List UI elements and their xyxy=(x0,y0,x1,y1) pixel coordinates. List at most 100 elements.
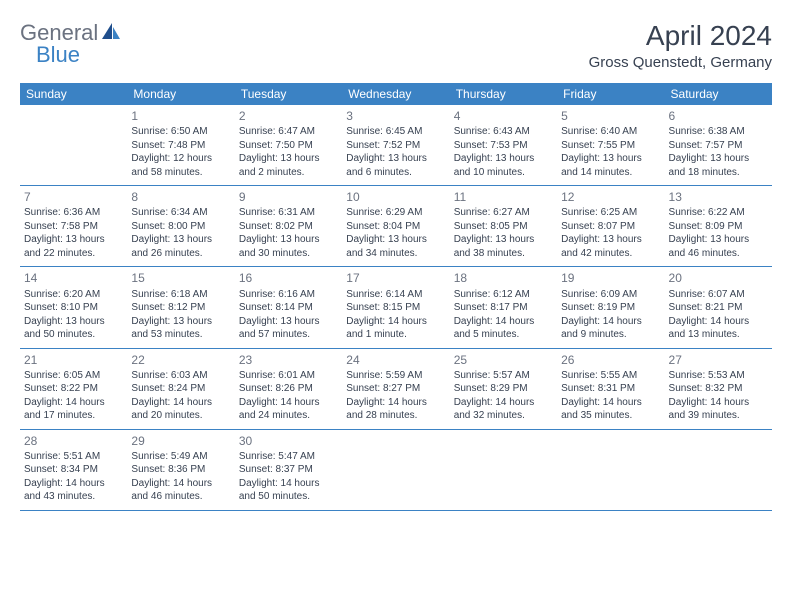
daylight-text: and 20 minutes. xyxy=(131,409,230,423)
weekday-header: Sunday xyxy=(20,83,127,105)
sunset-text: Sunset: 7:58 PM xyxy=(24,220,123,234)
day-cell: 24Sunrise: 5:59 AMSunset: 8:27 PMDayligh… xyxy=(342,348,449,429)
day-cell: 28Sunrise: 5:51 AMSunset: 8:34 PMDayligh… xyxy=(20,429,127,510)
weekday-header: Wednesday xyxy=(342,83,449,105)
day-number: 2 xyxy=(239,108,338,124)
sunset-text: Sunset: 8:09 PM xyxy=(669,220,768,234)
weekday-header: Tuesday xyxy=(235,83,342,105)
daylight-text: Daylight: 12 hours xyxy=(131,152,230,166)
calendar-body: 1Sunrise: 6:50 AMSunset: 7:48 PMDaylight… xyxy=(20,105,772,510)
day-number: 3 xyxy=(346,108,445,124)
weekday-header: Friday xyxy=(557,83,664,105)
daylight-text: Daylight: 13 hours xyxy=(239,152,338,166)
day-cell: 20Sunrise: 6:07 AMSunset: 8:21 PMDayligh… xyxy=(665,267,772,348)
calendar-table: Sunday Monday Tuesday Wednesday Thursday… xyxy=(20,83,772,511)
daylight-text: Daylight: 14 hours xyxy=(131,477,230,491)
daylight-text: Daylight: 13 hours xyxy=(131,233,230,247)
day-number: 19 xyxy=(561,270,660,286)
day-cell: 6Sunrise: 6:38 AMSunset: 7:57 PMDaylight… xyxy=(665,105,772,186)
day-cell: 21Sunrise: 6:05 AMSunset: 8:22 PMDayligh… xyxy=(20,348,127,429)
daylight-text: Daylight: 14 hours xyxy=(24,396,123,410)
sunrise-text: Sunrise: 6:05 AM xyxy=(24,369,123,383)
daylight-text: Daylight: 13 hours xyxy=(24,233,123,247)
daylight-text: and 28 minutes. xyxy=(346,409,445,423)
day-number: 23 xyxy=(239,352,338,368)
sunrise-text: Sunrise: 6:20 AM xyxy=(24,288,123,302)
sunrise-text: Sunrise: 5:53 AM xyxy=(669,369,768,383)
week-row: 1Sunrise: 6:50 AMSunset: 7:48 PMDaylight… xyxy=(20,105,772,186)
sunset-text: Sunset: 8:24 PM xyxy=(131,382,230,396)
sunset-text: Sunset: 8:34 PM xyxy=(24,463,123,477)
sunset-text: Sunset: 8:02 PM xyxy=(239,220,338,234)
sunset-text: Sunset: 7:53 PM xyxy=(454,139,553,153)
sunrise-text: Sunrise: 5:51 AM xyxy=(24,450,123,464)
daylight-text: Daylight: 13 hours xyxy=(239,233,338,247)
day-cell: 4Sunrise: 6:43 AMSunset: 7:53 PMDaylight… xyxy=(450,105,557,186)
daylight-text: Daylight: 13 hours xyxy=(561,152,660,166)
day-number: 17 xyxy=(346,270,445,286)
day-cell: 26Sunrise: 5:55 AMSunset: 8:31 PMDayligh… xyxy=(557,348,664,429)
sunrise-text: Sunrise: 6:09 AM xyxy=(561,288,660,302)
sunrise-text: Sunrise: 5:49 AM xyxy=(131,450,230,464)
sunrise-text: Sunrise: 6:16 AM xyxy=(239,288,338,302)
day-cell xyxy=(342,429,449,510)
logo-text-blue: Blue xyxy=(36,42,80,67)
sunset-text: Sunset: 7:52 PM xyxy=(346,139,445,153)
day-number: 4 xyxy=(454,108,553,124)
day-number: 8 xyxy=(131,189,230,205)
daylight-text: and 14 minutes. xyxy=(561,166,660,180)
daylight-text: Daylight: 13 hours xyxy=(131,315,230,329)
sunset-text: Sunset: 8:10 PM xyxy=(24,301,123,315)
daylight-text: Daylight: 14 hours xyxy=(454,315,553,329)
day-cell: 5Sunrise: 6:40 AMSunset: 7:55 PMDaylight… xyxy=(557,105,664,186)
day-number: 16 xyxy=(239,270,338,286)
day-number: 7 xyxy=(24,189,123,205)
location: Gross Quenstedt, Germany xyxy=(589,54,772,71)
daylight-text: and 57 minutes. xyxy=(239,328,338,342)
day-cell: 1Sunrise: 6:50 AMSunset: 7:48 PMDaylight… xyxy=(127,105,234,186)
daylight-text: and 9 minutes. xyxy=(561,328,660,342)
daylight-text: Daylight: 14 hours xyxy=(454,396,553,410)
daylight-text: Daylight: 13 hours xyxy=(346,233,445,247)
day-cell: 30Sunrise: 5:47 AMSunset: 8:37 PMDayligh… xyxy=(235,429,342,510)
day-number: 24 xyxy=(346,352,445,368)
sunrise-text: Sunrise: 6:38 AM xyxy=(669,125,768,139)
sunset-text: Sunset: 8:14 PM xyxy=(239,301,338,315)
day-cell: 27Sunrise: 5:53 AMSunset: 8:32 PMDayligh… xyxy=(665,348,772,429)
calendar-page: General April 2024 Gross Quenstedt, Germ… xyxy=(0,0,792,521)
daylight-text: Daylight: 13 hours xyxy=(24,315,123,329)
sunrise-text: Sunrise: 6:01 AM xyxy=(239,369,338,383)
day-cell: 18Sunrise: 6:12 AMSunset: 8:17 PMDayligh… xyxy=(450,267,557,348)
daylight-text: and 58 minutes. xyxy=(131,166,230,180)
sunset-text: Sunset: 8:19 PM xyxy=(561,301,660,315)
daylight-text: Daylight: 14 hours xyxy=(346,315,445,329)
sunrise-text: Sunrise: 5:55 AM xyxy=(561,369,660,383)
daylight-text: and 38 minutes. xyxy=(454,247,553,261)
day-cell: 17Sunrise: 6:14 AMSunset: 8:15 PMDayligh… xyxy=(342,267,449,348)
daylight-text: Daylight: 14 hours xyxy=(346,396,445,410)
daylight-text: and 1 minute. xyxy=(346,328,445,342)
daylight-text: and 42 minutes. xyxy=(561,247,660,261)
sunset-text: Sunset: 8:07 PM xyxy=(561,220,660,234)
sunrise-text: Sunrise: 6:22 AM xyxy=(669,206,768,220)
daylight-text: and 5 minutes. xyxy=(454,328,553,342)
day-number: 22 xyxy=(131,352,230,368)
sunrise-text: Sunrise: 6:03 AM xyxy=(131,369,230,383)
daylight-text: and 46 minutes. xyxy=(669,247,768,261)
sunset-text: Sunset: 8:32 PM xyxy=(669,382,768,396)
sunrise-text: Sunrise: 6:40 AM xyxy=(561,125,660,139)
daylight-text: and 2 minutes. xyxy=(239,166,338,180)
sunset-text: Sunset: 8:22 PM xyxy=(24,382,123,396)
day-number: 14 xyxy=(24,270,123,286)
week-row: 7Sunrise: 6:36 AMSunset: 7:58 PMDaylight… xyxy=(20,186,772,267)
sunset-text: Sunset: 8:00 PM xyxy=(131,220,230,234)
day-cell xyxy=(665,429,772,510)
week-row: 14Sunrise: 6:20 AMSunset: 8:10 PMDayligh… xyxy=(20,267,772,348)
sunset-text: Sunset: 8:29 PM xyxy=(454,382,553,396)
day-number: 10 xyxy=(346,189,445,205)
weekday-header: Thursday xyxy=(450,83,557,105)
sunrise-text: Sunrise: 5:47 AM xyxy=(239,450,338,464)
daylight-text: and 53 minutes. xyxy=(131,328,230,342)
sunrise-text: Sunrise: 6:14 AM xyxy=(346,288,445,302)
daylight-text: Daylight: 13 hours xyxy=(669,152,768,166)
